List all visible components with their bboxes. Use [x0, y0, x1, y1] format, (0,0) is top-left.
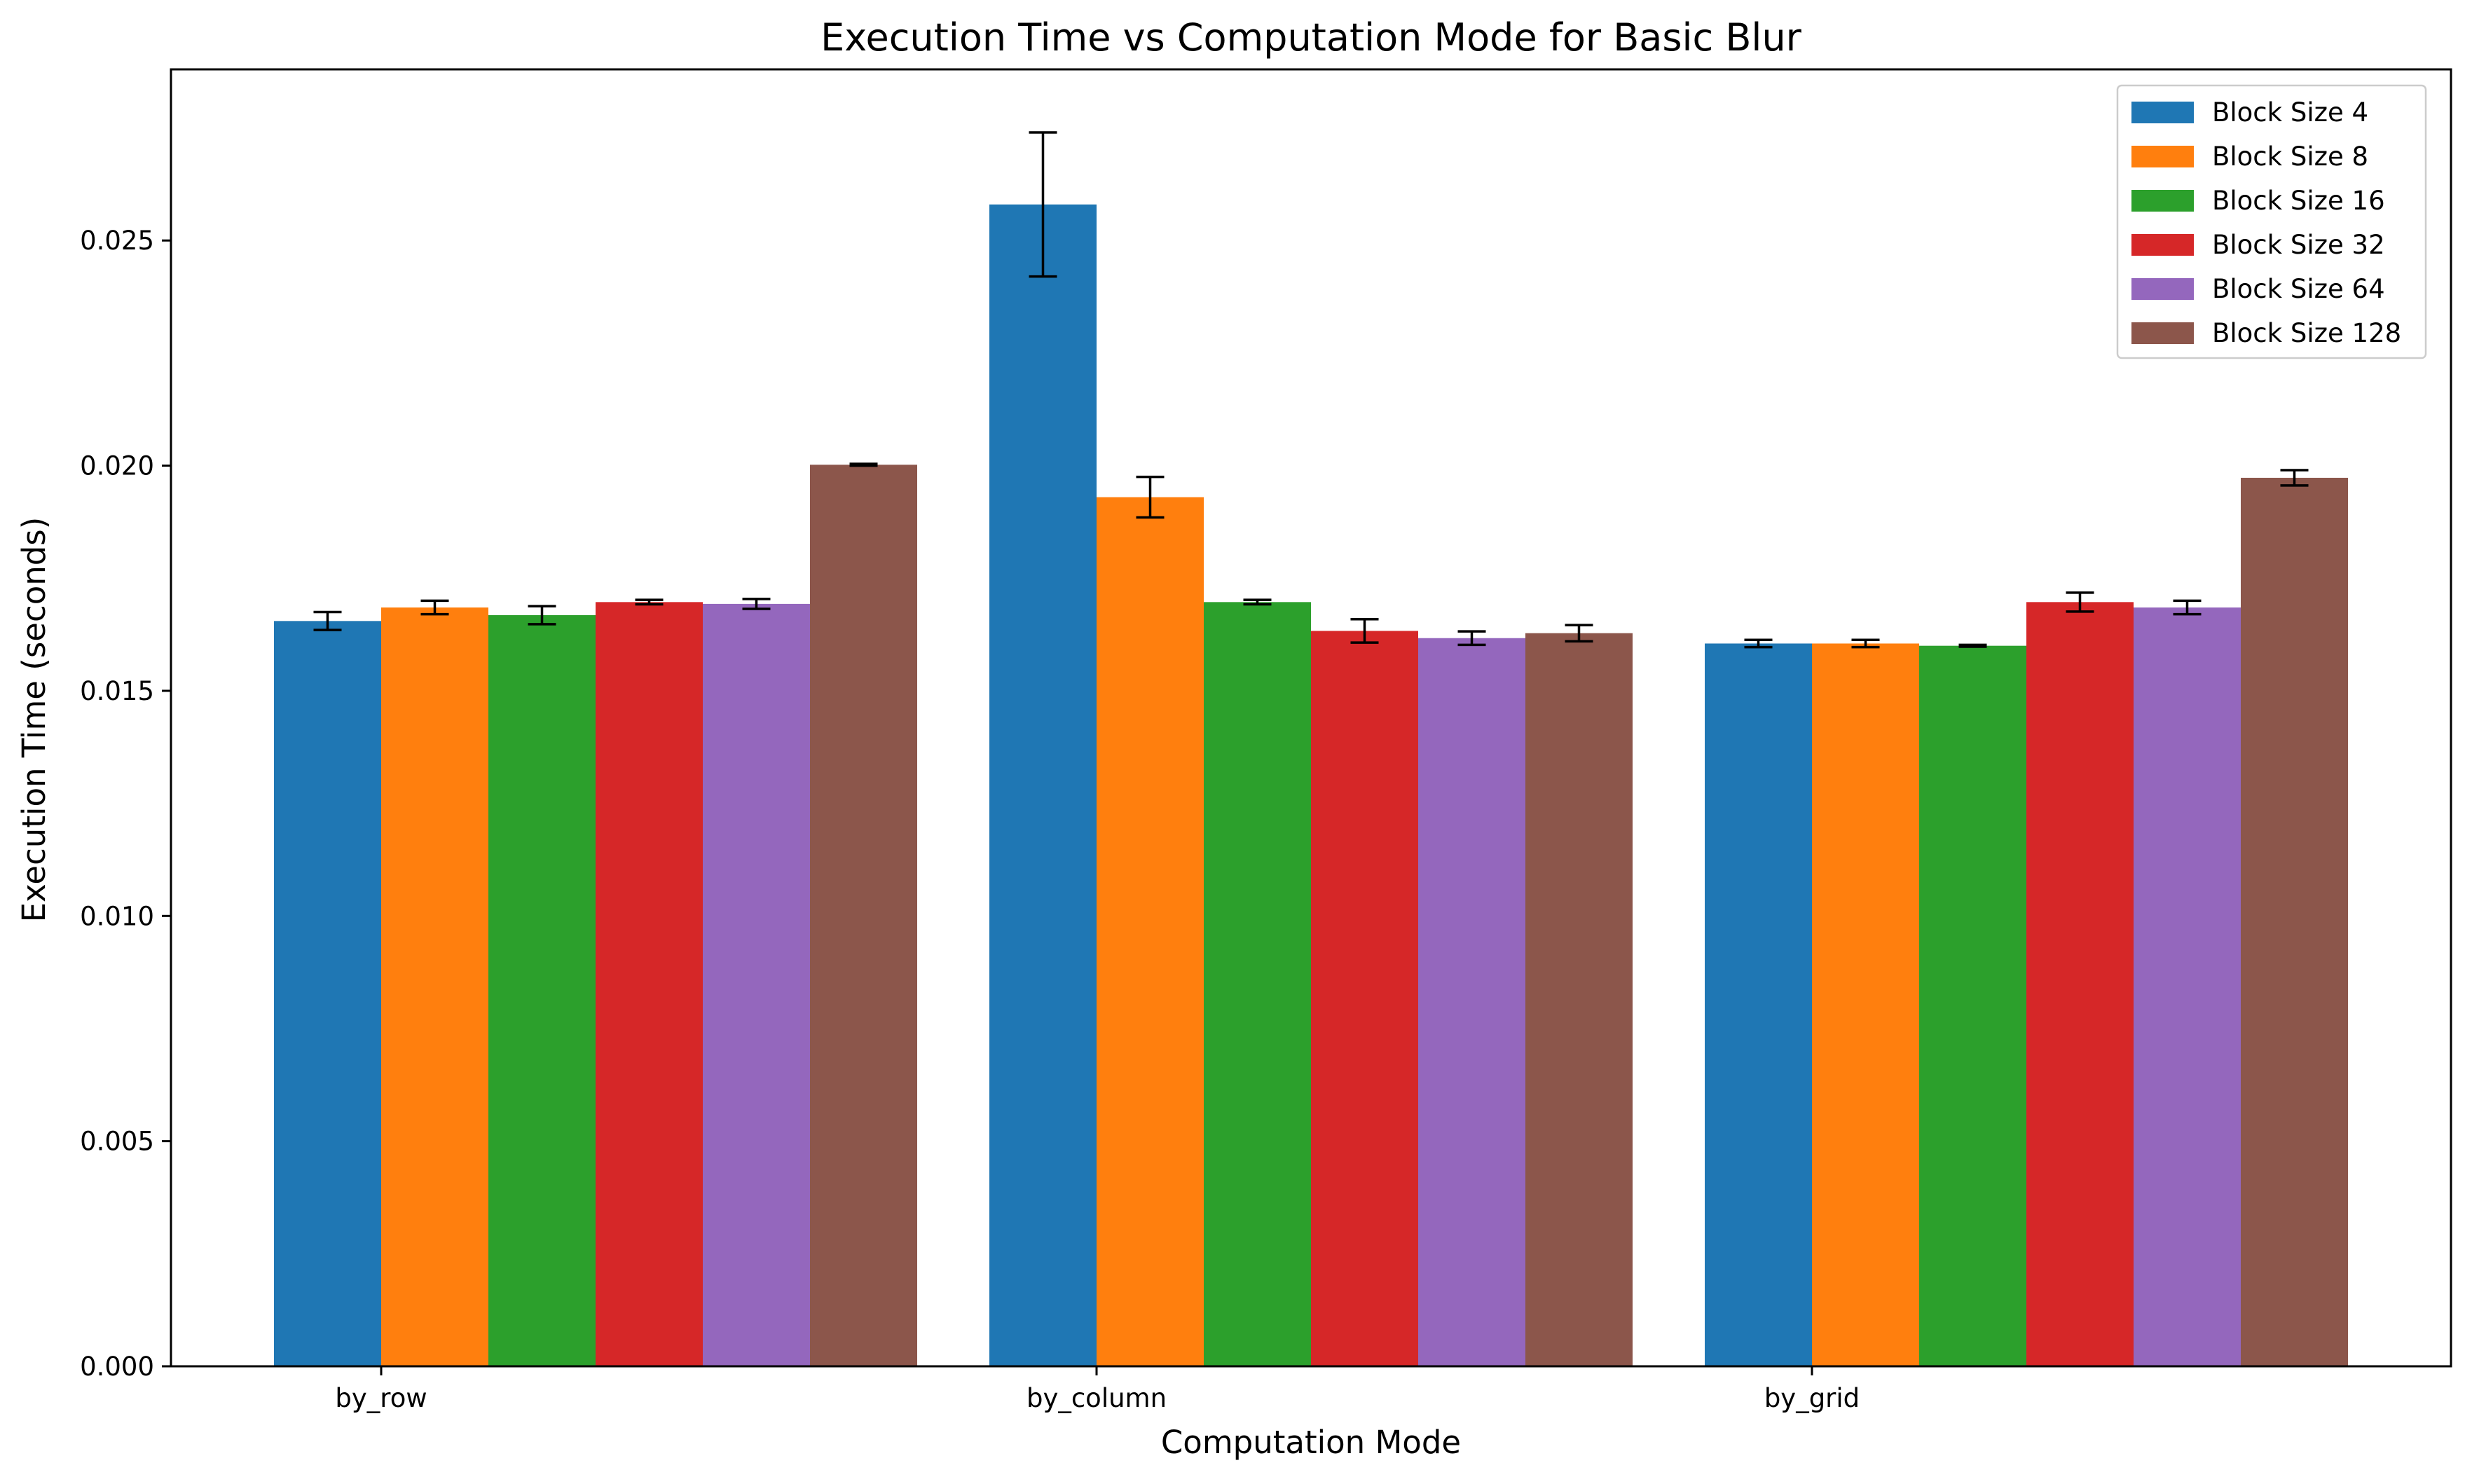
bar-by_row-series-6	[810, 465, 917, 1367]
legend-swatch	[2131, 322, 2194, 344]
bar-by_column-series-2	[1097, 497, 1204, 1366]
x-axis: by_row by_column by_grid	[335, 1366, 1860, 1413]
legend-label: Block Size 16	[2212, 186, 2385, 216]
y-axis-label: Execution Time (seconds)	[15, 517, 53, 923]
error-bar-by_column-series-4	[1350, 617, 1379, 644]
legend-swatch	[2131, 234, 2194, 256]
y-tick-label: 0.000	[80, 1352, 154, 1382]
bar-by_grid-series-6	[2241, 477, 2348, 1366]
bar-by_grid-series-3	[1919, 645, 2026, 1366]
y-axis: 0.000 0.005 0.010 0.015 0.020 0.025	[80, 226, 171, 1382]
legend-item-3: Block Size 16	[2131, 186, 2385, 216]
bar-by_row-series-4	[596, 602, 703, 1366]
bar-by_column-series-3	[1204, 602, 1311, 1366]
bar-by_grid-series-1	[1705, 643, 1812, 1366]
bar-by_row-series-3	[488, 614, 596, 1366]
error-bar-by_column-series-3	[1243, 598, 1272, 606]
legend-label: Block Size 8	[2212, 142, 2368, 172]
error-bar-by_grid-series-2	[1851, 638, 1880, 649]
errorbars-layer	[313, 131, 2309, 649]
plot-frame	[170, 68, 2452, 1368]
error-bar-by_row-series-3	[528, 605, 556, 626]
error-bar-by_row-series-5	[742, 598, 771, 610]
legend-label: Block Size 4	[2212, 97, 2368, 128]
bar-by_column-series-4	[1311, 631, 1418, 1366]
legend-swatch	[2131, 146, 2194, 167]
error-bar-by_grid-series-3	[1958, 643, 1987, 648]
error-bar-by_grid-series-4	[2066, 591, 2094, 613]
x-tick-label-by_row: by_row	[335, 1383, 427, 1413]
legend: Block Size 4 Block Size 8 Block Size 16 Blo…	[2116, 84, 2427, 359]
chart-title: Execution Time vs Computation Mode for B…	[820, 15, 1802, 60]
y-tick-label: 0.025	[80, 226, 154, 256]
x-axis-label: Computation Mode	[1161, 1424, 1461, 1461]
error-bar-by_column-series-1	[1029, 131, 1057, 278]
error-bar-by_row-series-6	[849, 462, 878, 467]
legend-label: Block Size 128	[2212, 318, 2401, 348]
bars-layer	[274, 204, 2348, 1367]
error-bar-by_column-series-6	[1565, 624, 1593, 643]
error-bar-by_grid-series-1	[1744, 638, 1773, 649]
error-bar-by_row-series-1	[313, 610, 342, 631]
bar-by_column-series-5	[1418, 638, 1525, 1366]
bar-by_row-series-1	[274, 621, 381, 1367]
legend-swatch	[2131, 190, 2194, 212]
legend-label: Block Size 32	[2212, 230, 2385, 260]
error-bar-by_row-series-4	[635, 598, 664, 606]
legend-items: Block Size 4 Block Size 8 Block Size 16 Blo…	[2131, 97, 2401, 348]
y-tick-label: 0.010	[80, 901, 154, 931]
legend-item-1: Block Size 4	[2131, 97, 2368, 128]
bar-by_grid-series-5	[2134, 607, 2241, 1367]
legend-item-2: Block Size 8	[2131, 142, 2368, 172]
legend-swatch	[2131, 278, 2194, 300]
error-bar-by_grid-series-6	[2280, 469, 2309, 487]
y-tick-label: 0.020	[80, 451, 154, 481]
error-bar-by_row-series-2	[420, 599, 449, 616]
legend-item-6: Block Size 128	[2131, 318, 2401, 348]
bar-by_column-series-1	[989, 204, 1097, 1366]
x-tick-label-by_grid: by_grid	[1764, 1383, 1860, 1413]
bar-by_grid-series-2	[1812, 643, 1919, 1366]
y-tick-label: 0.015	[80, 676, 154, 706]
error-bar-by_column-series-2	[1136, 475, 1165, 519]
legend-box	[2116, 84, 2427, 359]
legend-swatch	[2131, 102, 2194, 123]
bar-by_column-series-6	[1525, 633, 1633, 1366]
bar-by_row-series-2	[381, 607, 488, 1367]
legend-item-5: Block Size 64	[2131, 274, 2385, 304]
bar-by_grid-series-4	[2026, 602, 2134, 1366]
bar-by_row-series-5	[703, 603, 810, 1366]
x-tick-label-by_column: by_column	[1026, 1383, 1167, 1413]
error-bar-by_grid-series-5	[2173, 599, 2202, 616]
error-bar-by_column-series-5	[1457, 630, 1486, 647]
y-tick-label: 0.005	[80, 1127, 154, 1157]
legend-label: Block Size 64	[2212, 274, 2385, 304]
legend-item-4: Block Size 32	[2131, 230, 2385, 260]
